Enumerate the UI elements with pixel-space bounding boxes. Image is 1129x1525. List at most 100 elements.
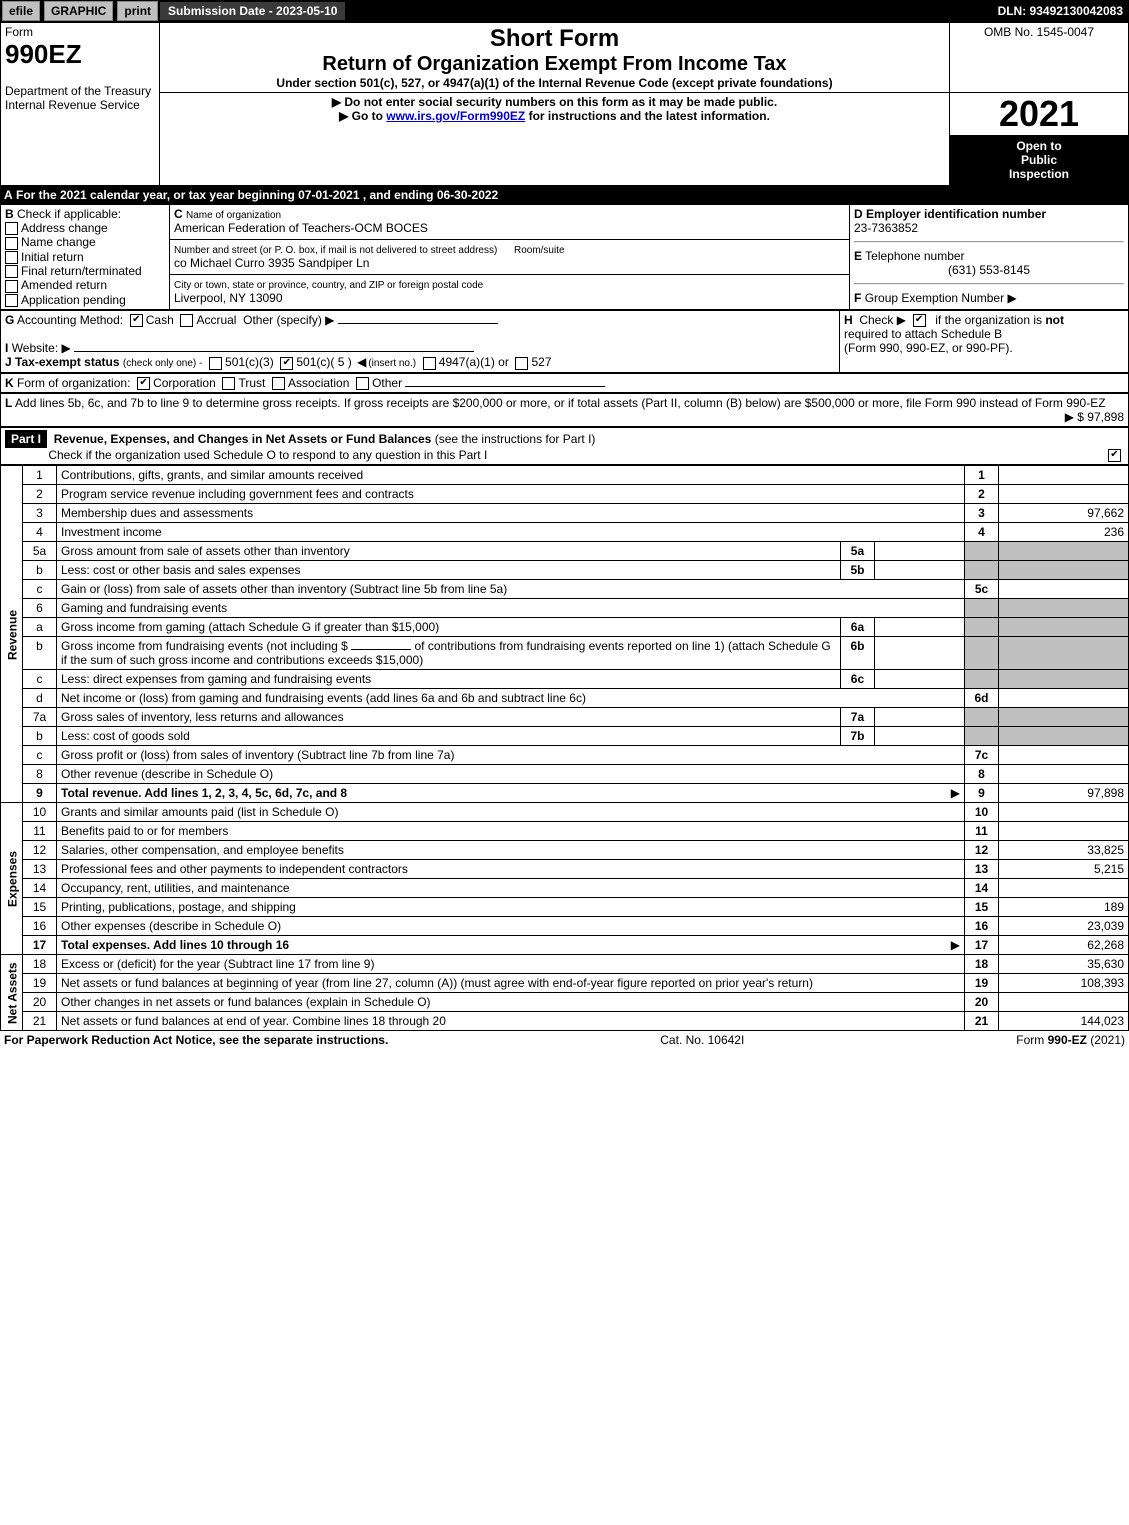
chk-trust[interactable] — [222, 377, 235, 390]
line-num: 6 — [23, 599, 57, 618]
submission-date: Submission Date - 2023-05-10 — [160, 2, 345, 20]
line-num: 3 — [23, 504, 57, 523]
website-input[interactable] — [74, 351, 474, 352]
shaded-cell — [999, 637, 1129, 670]
chk-h[interactable]: ✔ — [913, 314, 926, 327]
i-label: Website: ▶ — [12, 341, 71, 355]
line-num: 4 — [23, 523, 57, 542]
print-button[interactable]: print — [117, 1, 158, 21]
line-text: Professional fees and other payments to … — [57, 860, 965, 879]
expenses-section-label: Expenses — [1, 803, 23, 955]
k-label: Form of organization: — [17, 376, 130, 390]
line-value — [999, 746, 1129, 765]
graphic-button[interactable]: GRAPHIC — [44, 1, 113, 21]
f-label: Group Exemption Number — [865, 291, 1004, 305]
chk-schedule-o[interactable]: ✔ — [1108, 449, 1121, 462]
subtitle: Under section 501(c), 527, or 4947(a)(1)… — [164, 76, 945, 90]
line-num: 7a — [23, 708, 57, 727]
line-num: b — [23, 637, 57, 670]
room-label: Room/suite — [514, 245, 565, 256]
line-ref: 13 — [965, 860, 999, 879]
mid-ref: 6b — [840, 637, 874, 670]
line-text: Gross income from gaming (attach Schedul… — [57, 618, 841, 637]
line-ref: 6d — [965, 689, 999, 708]
k-other-input[interactable] — [405, 386, 605, 387]
line-text: Gross sales of inventory, less returns a… — [57, 708, 841, 727]
line-ref: 7c — [965, 746, 999, 765]
chk-initial-return[interactable] — [5, 251, 18, 264]
line-num: 19 — [23, 974, 57, 993]
line-value: 108,393 — [999, 974, 1129, 993]
section-a: A For the 2021 calendar year, or tax yea… — [0, 186, 1129, 204]
chk-other-org[interactable] — [356, 377, 369, 390]
chk-501c3[interactable] — [209, 357, 222, 370]
irs-link[interactable]: www.irs.gov/Form990EZ — [386, 109, 525, 123]
line-value: 23,039 — [999, 917, 1129, 936]
line-text: Investment income — [57, 523, 965, 542]
line-num: 1 — [23, 466, 57, 485]
chk-final-return[interactable] — [5, 265, 18, 278]
chk-corp[interactable]: ✔ — [137, 377, 150, 390]
shaded-cell — [999, 599, 1129, 618]
line-text: Other expenses (describe in Schedule O) — [57, 917, 965, 936]
line-num: 8 — [23, 765, 57, 784]
line-num: 11 — [23, 822, 57, 841]
chk-application-pending[interactable] — [5, 294, 18, 307]
line-text: Total revenue. Add lines 1, 2, 3, 4, 5c,… — [57, 784, 965, 803]
chk-cash[interactable]: ✔ — [130, 314, 143, 327]
line-num: 2 — [23, 485, 57, 504]
line-text: Contributions, gifts, grants, and simila… — [57, 466, 965, 485]
6b-amount-input[interactable] — [351, 649, 411, 650]
ein-value: 23-7363852 — [854, 221, 918, 235]
mid-ref: 7a — [840, 708, 874, 727]
mid-ref: 7b — [840, 727, 874, 746]
chk-accrual[interactable] — [180, 314, 193, 327]
shaded-cell — [999, 727, 1129, 746]
line-num: b — [23, 727, 57, 746]
g-other-input[interactable] — [338, 323, 498, 324]
tax-year: 2021 — [950, 93, 1128, 135]
j-label: Tax-exempt status — [15, 355, 119, 369]
footer-left: For Paperwork Reduction Act Notice, see … — [4, 1033, 388, 1047]
addr-label: Number and street (or P. O. box, if mail… — [174, 245, 497, 256]
line-text: Occupancy, rent, utilities, and maintena… — [57, 879, 965, 898]
d-label: Employer identification number — [866, 207, 1046, 221]
line-num: 14 — [23, 879, 57, 898]
line-text: Gross income from fundraising events (no… — [57, 637, 841, 670]
mid-ref: 5a — [840, 542, 874, 561]
g-h-block: G Accounting Method: ✔Cash Accrual Other… — [0, 310, 1129, 373]
chk-name-change[interactable] — [5, 237, 18, 250]
chk-assoc[interactable] — [272, 377, 285, 390]
line-value: 35,630 — [999, 955, 1129, 974]
mid-ref: 6c — [840, 670, 874, 689]
shaded-cell — [999, 542, 1129, 561]
shaded-cell — [965, 708, 999, 727]
part1-header: Part I Revenue, Expenses, and Changes in… — [0, 427, 1129, 465]
line-ref: 1 — [965, 466, 999, 485]
chk-amended-return[interactable] — [5, 280, 18, 293]
line-text: Net assets or fund balances at end of ye… — [57, 1012, 965, 1031]
line-num: 10 — [23, 803, 57, 822]
line-ref: 21 — [965, 1012, 999, 1031]
line-ref: 16 — [965, 917, 999, 936]
line-value — [999, 879, 1129, 898]
chk-501c[interactable]: ✔ — [280, 357, 293, 370]
shaded-cell — [965, 599, 999, 618]
chk-4947[interactable] — [423, 357, 436, 370]
line-num: 16 — [23, 917, 57, 936]
mid-value — [874, 708, 964, 727]
org-name: American Federation of Teachers-OCM BOCE… — [174, 221, 428, 235]
l-text: Add lines 5b, 6c, and 7b to line 9 to de… — [15, 396, 1106, 410]
open-public-inspection: Open to Public Inspection — [950, 135, 1128, 185]
line-text: Grants and similar amounts paid (list in… — [57, 803, 965, 822]
g-label: Accounting Method: — [17, 313, 123, 327]
e-label: Telephone number — [865, 249, 964, 263]
line-text: Gross amount from sale of assets other t… — [57, 542, 841, 561]
chk-address-change[interactable] — [5, 222, 18, 235]
mid-value — [874, 637, 964, 670]
chk-527[interactable] — [515, 357, 528, 370]
line-value: 97,662 — [999, 504, 1129, 523]
line-text: Gain or (loss) from sale of assets other… — [57, 580, 965, 599]
shaded-cell — [999, 708, 1129, 727]
line-value — [999, 485, 1129, 504]
